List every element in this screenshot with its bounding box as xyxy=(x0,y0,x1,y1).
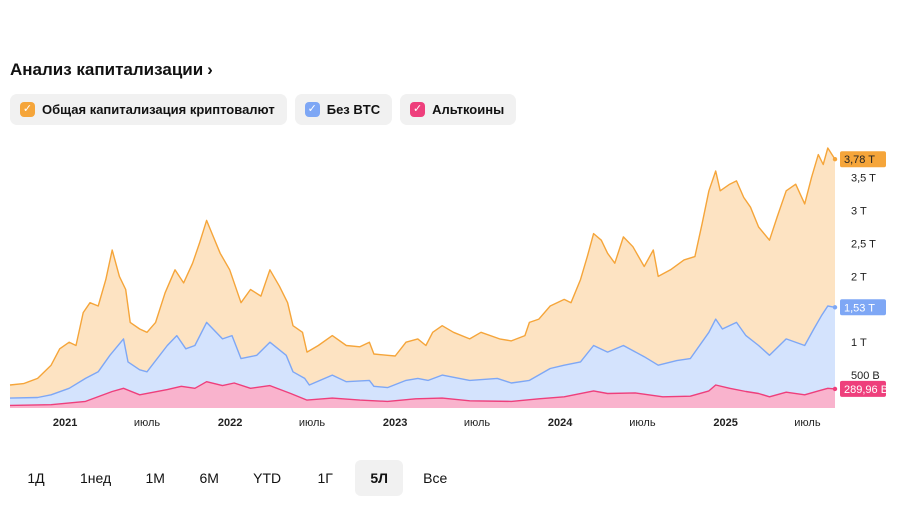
y-tick-label: 3 T xyxy=(851,206,867,218)
y-tick-label: 1 T xyxy=(851,337,867,349)
series-area-altcoins xyxy=(10,381,835,408)
last-point-marker xyxy=(832,305,838,310)
x-tick-label: июль xyxy=(464,417,491,429)
x-tick-label: 2025 xyxy=(713,417,737,429)
series-line-ex-btc xyxy=(9,305,836,399)
last-point-marker xyxy=(832,386,838,392)
tab-5y[interactable]: 5Л xyxy=(355,460,404,496)
tab-6m[interactable]: 6М xyxy=(199,470,219,486)
legend-toggle-ex-btc[interactable]: ✓ Без BTC xyxy=(294,94,393,125)
y-tick-label: 3,5 T xyxy=(851,173,876,185)
tab-1y[interactable]: 1Г xyxy=(317,470,333,486)
y-tick-label: 2,5 T xyxy=(851,238,876,250)
last-point-marker xyxy=(832,156,838,162)
series-line-altcoins xyxy=(9,381,836,407)
legend-label: Общая капитализация криптовалют xyxy=(42,102,275,117)
legend: ✓ Общая капитализация криптовалют ✓ Без … xyxy=(10,94,517,125)
last-value-label: 3,78 T xyxy=(844,154,875,166)
check-icon: ✓ xyxy=(410,102,426,117)
tab-1w[interactable]: 1нед xyxy=(80,470,112,486)
x-tick-label: июль xyxy=(794,417,821,429)
chevron-right-icon: › xyxy=(207,60,213,79)
series-area-ex-btc xyxy=(10,306,835,408)
legend-toggle-total[interactable]: ✓ Общая капитализация криптовалют xyxy=(10,94,287,125)
x-tick-label: 2024 xyxy=(548,417,573,429)
page-title-text: Анализ капитализации xyxy=(10,60,204,79)
last-value-badge xyxy=(840,299,886,316)
x-tick-label: 2022 xyxy=(218,417,242,429)
legend-toggle-altcoins[interactable]: ✓ Альткоины xyxy=(400,94,517,125)
page-title[interactable]: Анализ капитализации › xyxy=(10,60,213,80)
x-tick-label: июль xyxy=(299,417,326,429)
tab-1d[interactable]: 1Д xyxy=(27,470,45,486)
tab-ytd[interactable]: YTD xyxy=(253,470,282,486)
series-line-total xyxy=(9,147,836,386)
legend-label: Альткоины xyxy=(432,102,505,117)
period-tabs: 1Д 1нед 1М 6М YTD 1Г 5Л Все xyxy=(12,460,461,496)
tab-all[interactable]: Все xyxy=(423,470,448,486)
y-tick-label: 2 T xyxy=(851,271,867,283)
x-tick-label: июль xyxy=(629,417,656,429)
x-tick-label: 2023 xyxy=(383,417,407,429)
last-value-badge xyxy=(840,151,886,168)
legend-label: Без BTC xyxy=(326,102,381,117)
tab-1m[interactable]: 1М xyxy=(145,470,165,486)
x-tick-label: июль xyxy=(134,417,161,429)
last-value-label: 289,96 B xyxy=(844,384,888,396)
last-value-label: 1,53 T xyxy=(844,302,875,314)
check-icon: ✓ xyxy=(20,102,35,117)
y-tick-label: 500 B xyxy=(851,370,880,382)
check-icon: ✓ xyxy=(304,102,320,117)
last-value-badge xyxy=(840,380,886,397)
market-cap-chart[interactable]: 2021 июль 2022 июль 2023 июль 2024 июль 2025 июль… xyxy=(0,140,900,440)
x-tick-label: 2021 xyxy=(53,417,77,429)
